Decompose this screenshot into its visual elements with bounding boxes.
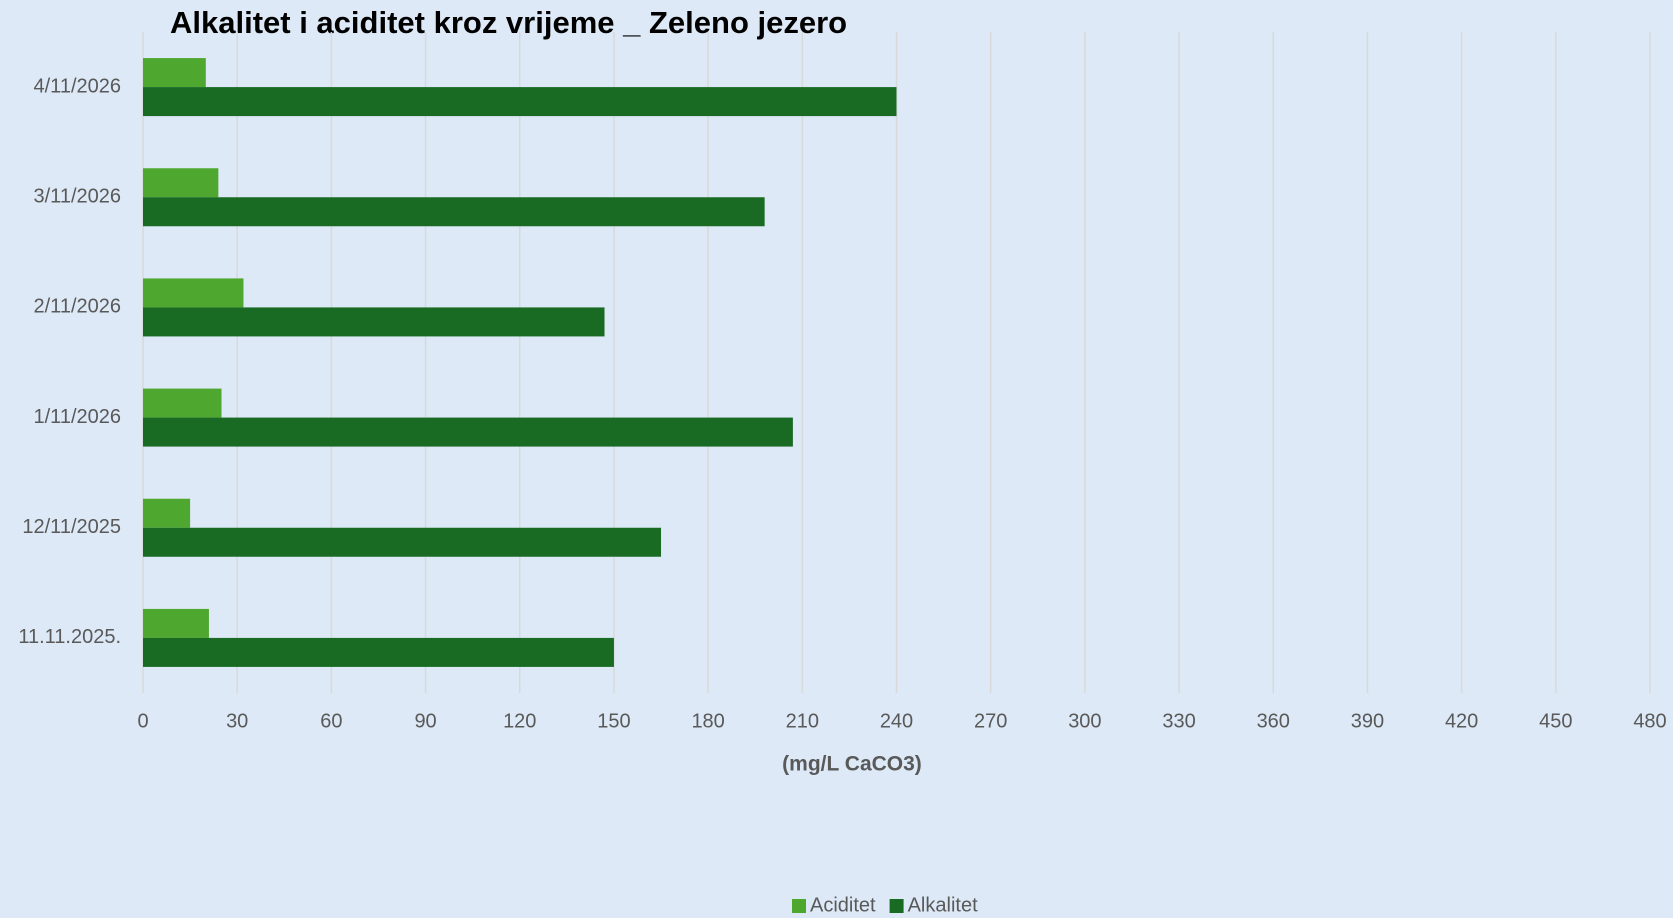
x-axis-title: (mg/L CaCO3) <box>782 753 922 776</box>
legend-swatch <box>889 899 904 913</box>
x-tick-label: 150 <box>597 710 630 732</box>
x-tick-label: 180 <box>691 710 724 732</box>
bar <box>143 498 191 528</box>
bar <box>143 168 219 198</box>
x-tick-label: 390 <box>1351 710 1384 732</box>
legend-label: Alkalitet <box>908 894 978 916</box>
x-tick-label: 60 <box>320 710 342 732</box>
legend-label: Aciditet <box>810 894 876 916</box>
bar <box>143 197 765 227</box>
y-tick-label: 2/11/2026 <box>34 296 122 318</box>
bar <box>143 388 222 418</box>
bar <box>143 58 206 88</box>
x-tick-label: 0 <box>137 710 148 732</box>
x-tick-label: 480 <box>1633 710 1666 732</box>
bar <box>143 87 897 117</box>
x-tick-label: 330 <box>1162 710 1195 732</box>
y-tick-label: 12/11/2025 <box>22 516 121 538</box>
x-tick-label: 240 <box>880 710 913 732</box>
legend-swatch <box>792 899 806 913</box>
bar <box>143 608 209 638</box>
x-tick-label: 360 <box>1257 710 1290 732</box>
y-tick-label: 11.11.2025. <box>18 626 121 648</box>
bar <box>143 637 614 667</box>
x-tick-label: 210 <box>786 710 819 732</box>
x-tick-label: 450 <box>1539 710 1572 732</box>
y-tick-label: 3/11/2026 <box>34 186 122 208</box>
x-tick-label: 120 <box>503 710 536 732</box>
x-tick-label: 420 <box>1445 710 1478 732</box>
y-tick-label: 4/11/2026 <box>34 75 122 97</box>
bar <box>143 278 244 308</box>
bar <box>143 307 605 337</box>
y-tick-label: 1/11/2026 <box>34 406 122 428</box>
x-tick-label: 300 <box>1068 710 1101 732</box>
x-tick-label: 270 <box>974 710 1007 732</box>
bar <box>143 417 793 447</box>
x-tick-label: 30 <box>226 710 248 732</box>
bar <box>143 527 662 557</box>
x-tick-label: 90 <box>414 710 436 732</box>
chart-title: Alkalitet i aciditet kroz vrijeme _ Zele… <box>170 5 847 40</box>
